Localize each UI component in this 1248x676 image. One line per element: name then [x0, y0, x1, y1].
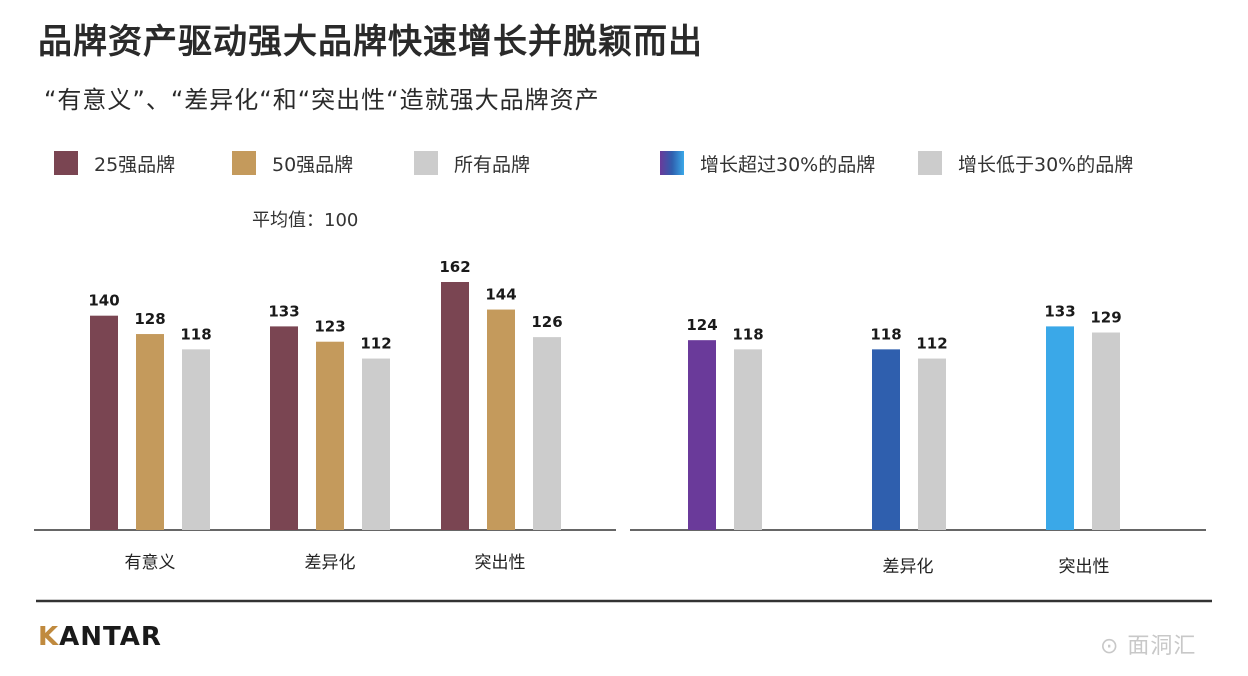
data-label-chart1-3-series2: 144: [485, 286, 516, 304]
category-label-chart1-3: 突出性: [475, 553, 526, 573]
data-label-chart1-2-series3: 112: [360, 335, 391, 353]
page-subtitle: “有意义”、“差异化“和“突出性“造就强大品牌资产: [44, 86, 600, 114]
bar-chart1-1-series1: [90, 315, 118, 530]
page-title: 品牌资产驱动强大品牌快速增长并脱颖而出: [38, 22, 703, 62]
category-label-chart1-2: 差异化: [305, 553, 356, 573]
bar-chart1-3-series2: [487, 309, 515, 530]
bar-chart1-2-series1: [270, 326, 298, 530]
data-label-chart2-2-series2: 112: [916, 335, 947, 353]
bar-chart2-2-series1: [872, 349, 900, 530]
legend-swatch-all-brands: [414, 151, 438, 175]
legend-label-all-brands: 所有品牌: [454, 153, 531, 176]
bar-chart1-3-series1: [441, 282, 469, 530]
data-label-chart1-2-series2: 123: [314, 318, 345, 336]
data-label-chart2-3-series2: 129: [1090, 309, 1121, 327]
data-label-chart1-3-series3: 126: [531, 313, 562, 331]
data-label-chart2-1-series1: 124: [686, 316, 717, 334]
data-label-chart1-1-series2: 128: [134, 310, 165, 328]
data-label-chart2-3-series1: 133: [1044, 302, 1075, 320]
data-label-chart1-3-series1: 162: [439, 258, 470, 276]
bar-chart2-3-series2: [1092, 332, 1120, 530]
data-label-chart2-2-series1: 118: [870, 325, 901, 343]
bar-chart2-3-series1: [1046, 326, 1074, 530]
data-label-chart1-1-series3: 118: [180, 325, 211, 343]
legend-item-all-brands: 所有品牌: [414, 150, 530, 176]
bar-chart1-1-series3: [182, 349, 210, 530]
legend-swatch-growth-over-30: [660, 151, 684, 175]
bar-chart2-2-series2: [918, 358, 946, 530]
legend-swatch-top25: [54, 151, 78, 175]
bar-chart1-1-series2: [136, 334, 164, 530]
data-label-chart1-1-series1: 140: [88, 292, 119, 310]
legend-label-growth-over-30: 增长超过30%的品牌: [700, 153, 876, 176]
bar-chart1-2-series2: [316, 341, 344, 530]
legend-item-top50: 50强品牌: [232, 150, 353, 176]
bar-chart2-1-series1: [688, 340, 716, 530]
legend-label-top25: 25强品牌: [94, 153, 176, 176]
legend-swatch-top50: [232, 151, 256, 175]
category-label-chart2-3: 突出性: [1059, 557, 1110, 577]
legend-label-top50: 50强品牌: [272, 153, 354, 176]
bar-chart1-3-series3: [533, 337, 561, 530]
data-label-chart1-2-series1: 133: [268, 302, 299, 320]
kantar-logo: KANTAR: [38, 622, 162, 652]
legend-item-growth-under-30: 增长低于30%的品牌: [918, 150, 1133, 176]
bar-chart1-2-series3: [362, 358, 390, 530]
legend-item-top25: 25强品牌: [54, 150, 175, 176]
watermark: ⊙ 面洞汇: [1100, 634, 1197, 659]
legend-label-growth-under-30: 增长低于30%的品牌: [958, 153, 1134, 176]
bar-chart2-1-series2: [734, 349, 762, 530]
legend-swatch-growth-under-30: [918, 151, 942, 175]
data-label-chart2-1-series2: 118: [732, 325, 763, 343]
average-label: 平均值：100: [252, 210, 359, 231]
legend-item-growth-over-30: 增长超过30%的品牌: [660, 150, 875, 176]
category-label-chart2-2: 差异化: [883, 557, 934, 577]
category-label-chart1-1: 有意义: [125, 553, 176, 573]
